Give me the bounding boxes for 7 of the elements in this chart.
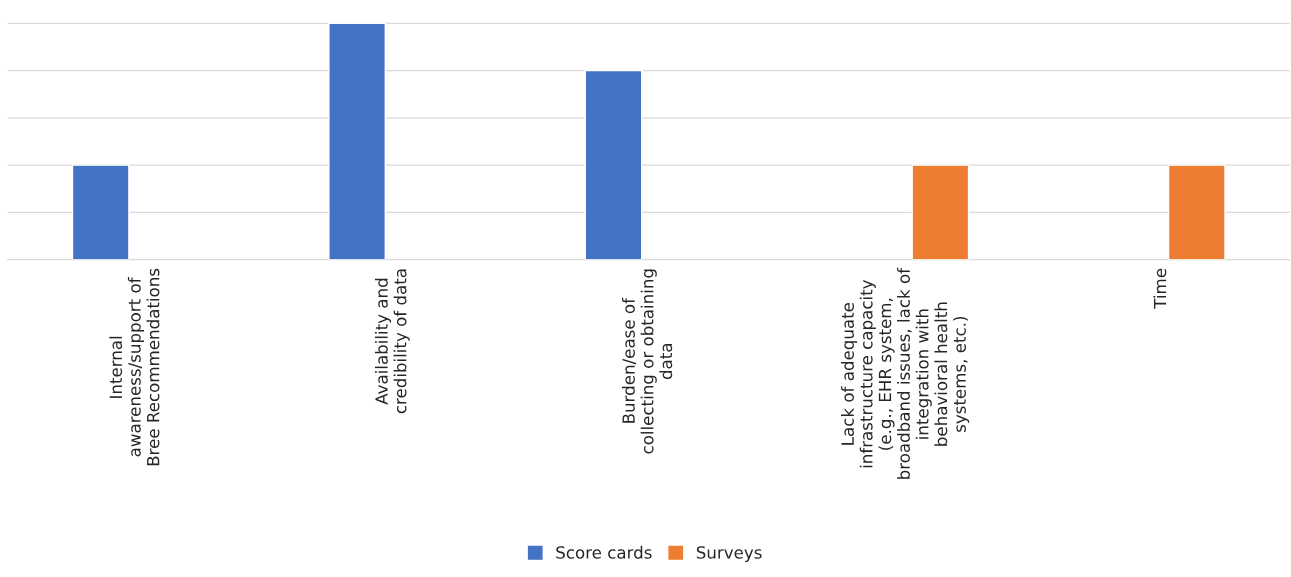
legend-label: Surveys [696,546,762,562]
x-tick-label: Internal awareness/support of Bree Recommendations [109,268,160,466]
x-tick-label: Lack of adequate infrastructure capacity (e.g., EHR system, broadband issues, lack of integration with behavioral health systems, etc.) [841,267,970,479]
legend-label: Score cards [556,545,652,559]
x-tick-label: Time [1153,268,1167,309]
x-tick-label: Burden/ease of collecting or obtaining data [622,269,673,454]
x-tick-label: Availability and credibility of data [374,269,410,414]
